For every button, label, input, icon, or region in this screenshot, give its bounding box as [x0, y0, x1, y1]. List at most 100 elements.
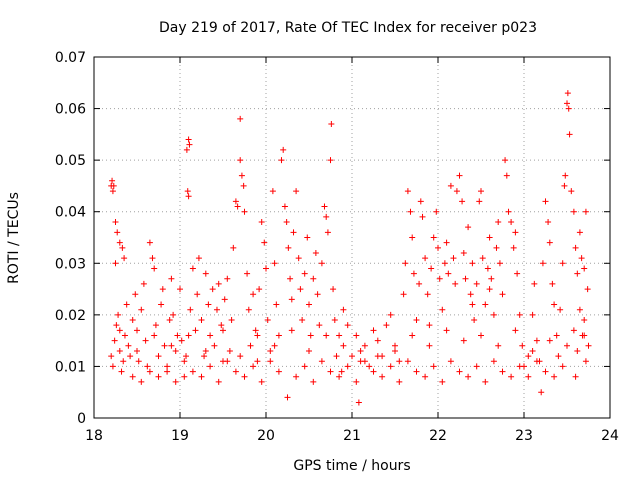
data-point	[490, 358, 497, 365]
data-point	[224, 358, 231, 365]
data-point	[336, 373, 343, 380]
data-point	[314, 291, 321, 298]
data-point	[120, 358, 127, 365]
data-point	[496, 260, 503, 267]
data-point	[290, 229, 297, 236]
data-point	[271, 342, 278, 349]
data-point	[241, 373, 248, 380]
data-point	[396, 358, 403, 365]
data-point	[413, 368, 420, 375]
data-point	[198, 317, 205, 324]
data-point	[187, 306, 194, 313]
data-point	[324, 229, 331, 236]
data-point	[435, 244, 441, 251]
x-tick-label: 22	[429, 428, 447, 444]
data-point	[138, 306, 145, 313]
data-point	[152, 322, 159, 329]
data-point	[559, 260, 566, 267]
data-point	[132, 291, 139, 298]
data-point	[370, 327, 377, 334]
data-point	[344, 363, 351, 370]
data-point	[551, 373, 558, 380]
data-point	[407, 208, 414, 215]
data-point	[281, 203, 288, 210]
data-point	[572, 373, 579, 380]
data-point	[240, 182, 247, 189]
data-point	[215, 378, 222, 385]
data-point	[383, 322, 390, 329]
data-point	[568, 188, 575, 195]
data-point	[211, 342, 218, 349]
data-point	[109, 363, 116, 370]
data-point	[224, 275, 231, 282]
data-point	[267, 358, 274, 365]
data-point	[207, 363, 214, 370]
x-tick-label: 18	[85, 428, 103, 444]
data-point	[275, 332, 282, 339]
data-point	[482, 378, 489, 385]
data-point	[392, 347, 398, 354]
data-point	[478, 188, 484, 195]
data-point	[531, 280, 538, 287]
data-point	[551, 301, 558, 308]
data-point	[529, 311, 536, 318]
data-point	[230, 244, 237, 251]
data-point	[183, 353, 190, 360]
data-point	[127, 353, 134, 360]
data-point	[529, 347, 536, 354]
data-point	[402, 260, 409, 267]
data-point	[396, 378, 403, 385]
data-point	[263, 265, 269, 272]
data-point	[387, 363, 394, 370]
data-point	[502, 157, 509, 164]
data-point	[119, 244, 126, 251]
data-point	[361, 342, 368, 349]
data-point	[469, 301, 476, 308]
data-point	[220, 327, 226, 334]
x-tick-label: 23	[515, 428, 533, 444]
data-point	[232, 198, 239, 205]
data-point	[353, 378, 360, 385]
data-point	[278, 157, 285, 164]
data-point	[287, 275, 294, 282]
data-point	[519, 342, 526, 349]
data-point	[479, 255, 486, 262]
data-point	[410, 270, 417, 277]
data-point	[254, 332, 261, 339]
data-point	[134, 327, 140, 334]
data-point	[525, 373, 532, 380]
data-point	[172, 378, 179, 385]
data-point	[327, 368, 334, 375]
data-point	[280, 146, 287, 153]
data-point	[185, 332, 192, 339]
data-point	[555, 353, 562, 360]
data-point	[495, 342, 502, 349]
data-point	[510, 244, 517, 251]
data-point	[295, 255, 302, 262]
data-point	[172, 347, 179, 354]
y-tick-label: 0.07	[55, 50, 86, 66]
data-point	[194, 291, 201, 298]
data-point	[499, 291, 506, 298]
data-point	[256, 286, 263, 293]
data-point	[486, 234, 493, 241]
data-point	[189, 265, 196, 272]
data-point	[572, 244, 579, 251]
data-point	[443, 239, 450, 246]
data-point	[323, 332, 330, 339]
data-point	[151, 332, 158, 339]
data-point	[125, 342, 132, 349]
data-point	[237, 115, 244, 122]
data-point	[340, 342, 347, 349]
data-point	[456, 172, 463, 179]
data-point	[269, 188, 276, 195]
data-point	[565, 105, 572, 112]
data-point	[174, 332, 181, 339]
data-point	[545, 219, 552, 226]
data-point	[164, 368, 171, 375]
data-point	[252, 327, 259, 334]
data-point	[318, 358, 325, 365]
data-point	[205, 301, 212, 308]
data-point	[476, 198, 483, 205]
data-point	[113, 322, 120, 329]
